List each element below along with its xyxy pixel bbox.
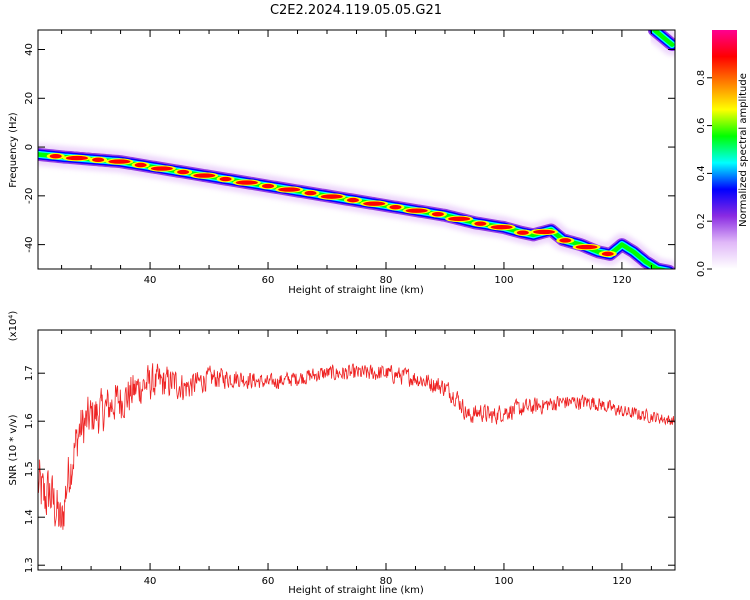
spectrogram-y-tick-label: -40 — [24, 236, 35, 252]
ridge-hotspot — [108, 159, 131, 164]
ridge-hotspot — [320, 194, 343, 199]
snr-x-tick-label: 120 — [612, 576, 631, 587]
snr-y-tick-label: 1.3 — [24, 557, 35, 573]
spectrogram-y-tick-label: 20 — [24, 92, 35, 105]
colorbar-scale — [712, 30, 737, 269]
ridge-hotspot — [431, 211, 444, 217]
spectrogram-frame — [37, 29, 676, 270]
spectrogram-y-tick-label: 40 — [24, 43, 35, 56]
snr-series-line — [38, 363, 675, 530]
ridge-hotspot — [575, 244, 598, 250]
colorbar: 0.0 0.2 0.4 0.6 0.8 Normalized spectral ampl… — [696, 30, 749, 277]
snr-x-tick-label: 60 — [262, 576, 275, 587]
colorbar-tick-label: 0.4 — [696, 165, 707, 181]
colorbar-tick-label: 0.0 — [696, 261, 707, 277]
spectrogram-y-axis-label: Frequency (Hz) — [8, 112, 19, 188]
ridge-hotspot — [304, 190, 317, 196]
spectrogram-y-tick-label: -20 — [24, 188, 35, 204]
snr-x-axis-label: Height of straight line (km) — [288, 585, 424, 596]
ridge-hotspot — [150, 166, 173, 171]
ridge-hotspot — [559, 238, 572, 243]
spectrogram-x-tick-label: 40 — [144, 275, 157, 286]
figure-title: C2E2.2024.119.05.05.G21 — [270, 3, 442, 18]
ridge-hotspot — [474, 221, 487, 226]
ridge-hotspot — [533, 229, 556, 235]
ridge-hotspot — [193, 173, 216, 178]
ridge-hotspot — [346, 197, 359, 203]
ridge-hotspot — [262, 183, 275, 189]
ridge-hotspot — [49, 154, 62, 159]
snr-x-tick-label: 80 — [380, 576, 393, 587]
colorbar-ticks: 0.0 0.2 0.4 0.6 0.8 — [696, 70, 712, 277]
snr-y-tick-label: 1.5 — [24, 461, 35, 477]
ridge-hotspot — [405, 208, 428, 213]
colorbar-tick-label: 0.2 — [696, 213, 707, 229]
ridge-upper-layer-4 — [652, 30, 675, 47]
ridge-hotspot — [219, 176, 232, 182]
ridge-hotspot — [490, 224, 513, 230]
ridge-hotspot — [389, 204, 402, 210]
colorbar-tick-label: 0.8 — [696, 70, 707, 86]
ridge-hotspot — [92, 157, 105, 163]
snr-x-tick-label: 40 — [144, 576, 157, 587]
spectrogram-x-tick-label: 80 — [380, 275, 393, 286]
spectrogram-ridge — [38, 30, 675, 269]
spectrogram-axes-ticks: 40 60 80 100 120 -40 -20 0 20 40 — [24, 30, 675, 286]
ridge-hotspot — [516, 230, 529, 235]
ridge-hotspot — [235, 180, 258, 185]
ridge-hotspot — [363, 201, 386, 206]
ridge-hotspot — [65, 155, 88, 161]
ridge-hotspot — [601, 251, 614, 257]
snr-y-axis-label: SNR (10 * v/v) — [8, 414, 19, 485]
spectrogram-panel: 40 60 80 100 120 -40 -20 0 20 40 Height of straig… — [8, 29, 676, 296]
snr-x-tick-label: 100 — [494, 576, 513, 587]
snr-y-tick-label: 1.4 — [24, 509, 35, 525]
spectrogram-y-tick-label: 0 — [24, 144, 35, 150]
colorbar-label: Normalized spectral amplitude — [738, 73, 749, 227]
snr-axes-ticks: 40 60 80 100 120 1.3 1.4 1.5 1.6 1.7 — [24, 330, 675, 587]
colorbar-tick-label: 0.6 — [696, 118, 707, 134]
snr-y-scale-note: (x10⁴) — [8, 311, 19, 342]
ridge-hotspot — [177, 169, 190, 175]
spectrogram-x-axis-label: Height of straight line (km) — [288, 285, 424, 296]
snr-frame — [37, 329, 676, 571]
ridge-hotspot — [134, 162, 147, 168]
ridge-hotspot — [448, 216, 471, 222]
spectrogram-x-tick-label: 120 — [612, 275, 631, 286]
snr-y-tick-label: 1.6 — [24, 413, 35, 429]
spectrogram-x-tick-label: 100 — [494, 275, 513, 286]
snr-panel: 40 60 80 100 120 1.3 1.4 1.5 1.6 1.7 Height of st… — [8, 311, 676, 596]
spectrogram-x-tick-label: 60 — [262, 275, 275, 286]
ridge-hotspot — [278, 187, 301, 192]
snr-y-tick-label: 1.7 — [24, 365, 35, 381]
